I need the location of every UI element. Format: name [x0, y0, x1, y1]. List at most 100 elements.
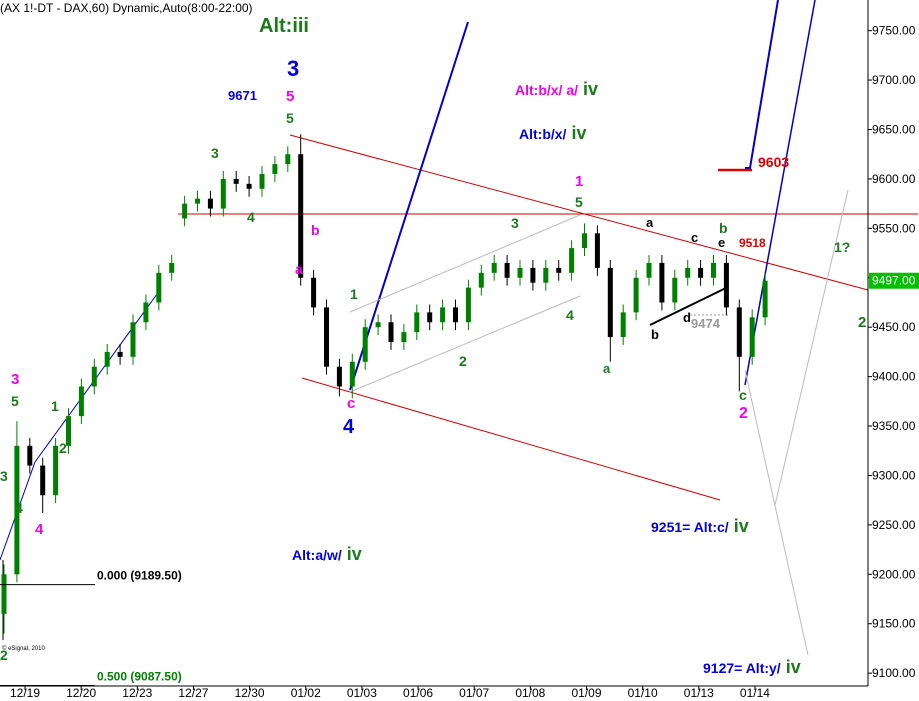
candle-body [504, 262, 510, 278]
candle-body [440, 307, 446, 323]
fib-label: 0.500 (9087.50) [97, 670, 182, 684]
candle-body [582, 233, 587, 249]
y-tick-label: 9550.00 [872, 221, 916, 235]
annotation: 3 [0, 468, 8, 484]
y-tick-label: 9150.00 [872, 617, 916, 631]
y-tick-label: 9650.00 [872, 122, 916, 136]
candle-body [130, 322, 136, 357]
candle-body [233, 178, 239, 184]
annotation-part: iv [734, 516, 749, 536]
candle-body [220, 178, 226, 209]
blue-line [744, 0, 816, 386]
candle-body [336, 366, 342, 387]
candle-body [298, 154, 304, 278]
candle-body [362, 327, 368, 362]
annotation: 4 [35, 521, 44, 538]
annotation-part: iv [583, 79, 598, 99]
annotation-part: iv [347, 544, 362, 564]
candle-body [569, 248, 575, 273]
blue-line [349, 21, 469, 391]
candle-body [388, 322, 394, 343]
y-tick-label: 9400.00 [872, 370, 916, 384]
annotation: 3 [211, 145, 219, 161]
annotation: b [651, 327, 659, 342]
candle-body [182, 203, 188, 219]
candle-body [53, 445, 59, 496]
y-tick-label: 9450.00 [872, 320, 916, 334]
fib-label: 0.000 (9189.50) [97, 569, 182, 583]
annotation: 2 [739, 405, 748, 422]
candle-body [272, 164, 278, 174]
candle-body [91, 366, 97, 387]
gray-line [744, 369, 809, 656]
candle-body [517, 267, 523, 278]
x-tick-label: 12/30 [235, 686, 265, 700]
candle-body [78, 386, 84, 417]
x-tick-label: 01/07 [459, 686, 489, 700]
candle-body [195, 198, 200, 204]
annotation: 9603 [758, 154, 789, 170]
candle-body [66, 416, 71, 446]
y-tick-label: 9350.00 [872, 419, 916, 433]
annotation-part: Alt:b/x/ [519, 126, 567, 142]
annotation: 1? [834, 239, 850, 255]
annotation: 9518 [739, 236, 766, 250]
candle-body [246, 183, 252, 189]
annotation: © eSignal, 2010 [2, 645, 45, 652]
x-tick-label: 01/03 [347, 686, 377, 700]
x-tick-label: 12/20 [66, 686, 96, 700]
annotation-part: iv [786, 657, 801, 677]
candle-body [633, 277, 639, 313]
candle-body [478, 272, 484, 288]
x-tick-label: 01/02 [291, 686, 321, 700]
annotation: Alt:b/x/ a/iv [515, 79, 598, 99]
annotation: 4 [15, 500, 23, 516]
annotation: c [739, 387, 747, 403]
annotation: c [347, 395, 355, 412]
candle-body [27, 445, 33, 466]
candle-body [736, 307, 742, 357]
annotation: Alt:iii [259, 15, 309, 37]
annotation: 1 [575, 173, 583, 190]
x-tick-label: 12/23 [122, 686, 152, 700]
annotation-part: iv [571, 123, 586, 143]
annotation: e [718, 235, 725, 250]
annotation: 5 [286, 110, 294, 126]
candle-body [104, 351, 110, 367]
annotation: 5 [575, 194, 583, 210]
annotation: 1 [350, 286, 358, 302]
annotation: 9671 [228, 88, 257, 103]
annotation-part: 9127= Alt:y/ [703, 660, 781, 676]
candle-body [375, 322, 381, 328]
candle-body [259, 173, 265, 189]
annotation-part: Alt:b/x/ a/ [515, 82, 578, 98]
candle-body [749, 317, 755, 357]
x-tick-label: 01/10 [628, 686, 658, 700]
candle-body [646, 262, 652, 278]
annotation: a [603, 361, 611, 376]
candle-body [711, 262, 716, 278]
annotation-part: 9251= Alt:c/ [651, 519, 729, 535]
annotation: 3 [11, 371, 19, 388]
candle-body [723, 262, 729, 308]
candle-body [465, 287, 471, 323]
annotation: 1 [51, 398, 59, 414]
candle-body [762, 280, 768, 318]
annotation: c [691, 230, 698, 245]
annotation: 2 [858, 314, 866, 331]
candle-body [543, 267, 549, 283]
blue-line [745, 0, 779, 169]
annotation: a [295, 261, 303, 277]
annotation: 3 [511, 215, 519, 231]
gray-line [349, 295, 581, 393]
red-line [289, 134, 869, 291]
candle-body [349, 361, 355, 387]
price-label: 9497.00 [872, 274, 916, 288]
red-line [301, 377, 721, 501]
y-tick-label: 9200.00 [872, 567, 916, 581]
candle-body [594, 233, 600, 268]
candle-body [620, 312, 626, 338]
candle-body [530, 267, 536, 283]
candle-body [285, 154, 291, 165]
